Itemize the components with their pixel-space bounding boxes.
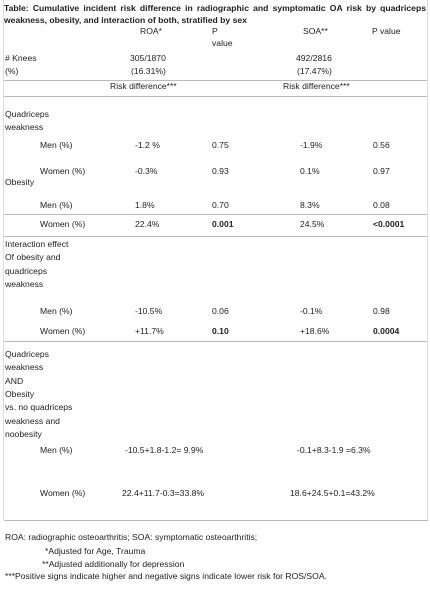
- section-label: weakness: [5, 362, 44, 373]
- cell: -1.9%: [300, 140, 323, 150]
- cell: -10.5%: [135, 306, 163, 316]
- cell: -0.1%: [300, 306, 323, 316]
- subheader: Risk difference***: [283, 81, 350, 91]
- row-label: # Knees: [5, 53, 37, 63]
- rule: [4, 80, 428, 81]
- cell: -10.5+1.8-1.2= 9.9%: [125, 445, 204, 455]
- column-header: ROA*: [140, 26, 162, 36]
- section-label: AND: [5, 375, 24, 386]
- section-label: weakness: [5, 122, 44, 133]
- cell: 22.4%: [135, 219, 160, 229]
- column-header: value: [212, 38, 233, 48]
- cell: 0.0004: [373, 326, 400, 336]
- section-label: Interaction effect: [5, 239, 69, 249]
- row-label: (%): [5, 66, 19, 76]
- row-label: Women (%): [40, 166, 86, 176]
- cell: 0.75: [212, 140, 229, 150]
- subheader: Risk difference***: [110, 81, 177, 91]
- cell: 0.98: [373, 306, 390, 316]
- row-label: Women (%): [40, 488, 86, 498]
- border: [3, 0, 4, 520]
- table-title: Table: Cumulative incident risk differen…: [4, 3, 426, 25]
- row-label: Men (%): [40, 306, 73, 316]
- column-header: P: [212, 26, 218, 36]
- column-header: P value: [372, 26, 401, 36]
- cell: 0.70: [212, 200, 229, 210]
- cell: <0.0001: [373, 219, 405, 229]
- cell: 0.1%: [300, 166, 320, 176]
- cell: 492/2816: [296, 53, 332, 63]
- border: [427, 0, 428, 520]
- footnote: *Adjusted for Age, Trauma: [45, 546, 146, 556]
- cell: 0.10: [212, 326, 229, 336]
- cell: 8.3%: [300, 200, 320, 210]
- cell: -1.2 %: [135, 140, 160, 150]
- cell: 0.001: [212, 219, 234, 229]
- cell: 0.06: [212, 306, 229, 316]
- rule: [4, 214, 428, 215]
- section-label: weakness: [5, 278, 44, 289]
- cell: 24.5%: [300, 219, 325, 229]
- section-label: noobesity: [5, 428, 42, 439]
- row-label: Men (%): [40, 445, 73, 455]
- footnote: **Adjusted additionally for depression: [42, 559, 185, 569]
- rule: [4, 96, 428, 97]
- row-label: Women (%): [40, 326, 86, 336]
- row-label: Men (%): [40, 200, 73, 210]
- row-label: Men (%): [40, 140, 73, 150]
- cell: +18.6%: [300, 326, 330, 336]
- cell: 0.56: [373, 140, 390, 150]
- cell: 0.97: [373, 166, 390, 176]
- cell: +11.7%: [135, 326, 164, 336]
- cell: 0.08: [373, 200, 390, 210]
- footnote: ROA: radiographic osteoarthritis; SOA: s…: [5, 532, 258, 542]
- cell: 18.6+24.5+0.1=43.2%: [290, 488, 375, 498]
- cell: -0.3%: [135, 166, 158, 176]
- rule: [4, 520, 428, 521]
- footnote: ***Positive signs indicate higher and ne…: [5, 571, 327, 581]
- section-label: weakness and: [5, 415, 60, 426]
- section-label: quadriceps: [5, 265, 48, 276]
- section-label: Quadriceps: [5, 349, 49, 359]
- rule: [4, 341, 428, 342]
- cell: -0.1+8.3-1.9 =6.3%: [297, 445, 371, 455]
- section-label: Obesity: [5, 177, 35, 187]
- cell: 22.4+11.7-0.3=33.8%: [122, 488, 205, 498]
- column-header: SOA**: [303, 26, 328, 36]
- section-label: Obesity: [5, 388, 35, 399]
- cell: (16.31%): [131, 66, 166, 76]
- row-label: Women (%): [40, 219, 86, 229]
- section-label: Quadriceps: [5, 109, 49, 119]
- rule: [4, 236, 428, 237]
- section-label: Of obesity and: [5, 252, 61, 263]
- cell: 1.8%: [135, 200, 155, 210]
- section-label: vs. no quadriceps: [5, 402, 73, 413]
- cell: 305/1870: [130, 53, 166, 63]
- cell: (17.47%): [297, 66, 332, 76]
- cell: 0.93: [212, 166, 229, 176]
